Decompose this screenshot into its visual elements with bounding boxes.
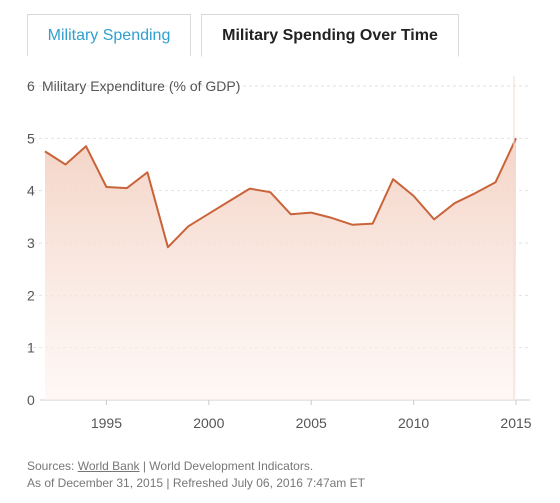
world-bank-link[interactable]: World Bank bbox=[77, 459, 140, 473]
x-tick-label-1995: 1995 bbox=[91, 415, 122, 431]
y-axis-title: Military Expenditure (% of GDP) bbox=[42, 78, 240, 94]
y-tick-label-2: 2 bbox=[27, 287, 35, 303]
tab-military-spending[interactable]: Military Spending bbox=[27, 14, 191, 56]
y-tick-label-3: 3 bbox=[27, 235, 35, 251]
chart-container: 0 1 2 3 4 5 6 Military Expenditure (% of GDP) 19… bbox=[0, 60, 560, 460]
source-footer: Sources: World Bank | World Development … bbox=[27, 458, 365, 492]
sources-line: Sources: World Bank | World Development … bbox=[27, 458, 365, 475]
y-tick-label-1: 1 bbox=[27, 340, 35, 356]
sources-prefix: Sources: bbox=[27, 459, 78, 473]
tab-bar: Military Spending Military Spending Over… bbox=[0, 0, 560, 57]
refresh-line: As of December 31, 2015 | Refreshed July… bbox=[27, 476, 365, 490]
x-tick-label-2000: 2000 bbox=[193, 415, 224, 431]
sources-suffix: | World Development Indicators. bbox=[139, 459, 314, 473]
y-tick-label-4: 4 bbox=[27, 183, 35, 199]
y-tick-label-6: 6 bbox=[27, 78, 35, 94]
x-tick-label-2005: 2005 bbox=[296, 415, 327, 431]
area-chart: 0 1 2 3 4 5 6 Military Expenditure (% of GDP) 19… bbox=[27, 76, 532, 431]
y-tick-label-0: 0 bbox=[27, 392, 35, 408]
tab-military-spending-over-time[interactable]: Military Spending Over Time bbox=[201, 14, 459, 57]
x-tick-label-2010: 2010 bbox=[398, 415, 429, 431]
x-tick-label-2015: 2015 bbox=[500, 415, 531, 431]
y-tick-label-5: 5 bbox=[27, 130, 35, 146]
series-area-fill bbox=[45, 138, 516, 401]
series-line bbox=[44, 137, 517, 249]
